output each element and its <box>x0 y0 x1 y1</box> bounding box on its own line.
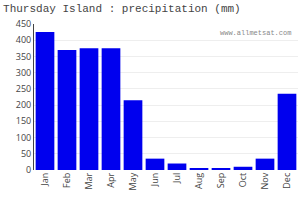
svg-text:100: 100 <box>16 131 31 144</box>
svg-text:350: 350 <box>16 50 31 63</box>
svg-text:Jul: Jul <box>170 173 183 184</box>
svg-text:Jan: Jan <box>38 173 51 187</box>
svg-text:Nov: Nov <box>258 172 271 189</box>
svg-text:Jun: Jun <box>148 173 161 187</box>
svg-text:Dec: Dec <box>280 172 293 189</box>
svg-text:0: 0 <box>26 163 31 176</box>
svg-text:300: 300 <box>16 66 31 79</box>
svg-text:200: 200 <box>16 98 31 111</box>
svg-text:50: 50 <box>21 147 31 160</box>
svg-text:Sep: Sep <box>214 173 227 189</box>
svg-text:Mar: Mar <box>82 172 95 189</box>
svg-text:150: 150 <box>16 114 31 127</box>
svg-text:Thursday Island : precipitatio: Thursday Island : precipitation (mm) <box>3 3 241 15</box>
svg-text:Feb: Feb <box>60 173 73 188</box>
svg-text:450: 450 <box>16 17 31 30</box>
svg-text:www.allmetsat.com: www.allmetsat.com <box>220 29 291 37</box>
svg-text:May: May <box>126 172 139 190</box>
svg-text:Aug: Aug <box>192 173 205 189</box>
svg-text:250: 250 <box>16 82 31 95</box>
svg-text:400: 400 <box>16 33 31 46</box>
svg-text:Apr: Apr <box>104 172 117 187</box>
svg-text:Oct: Oct <box>236 173 249 188</box>
